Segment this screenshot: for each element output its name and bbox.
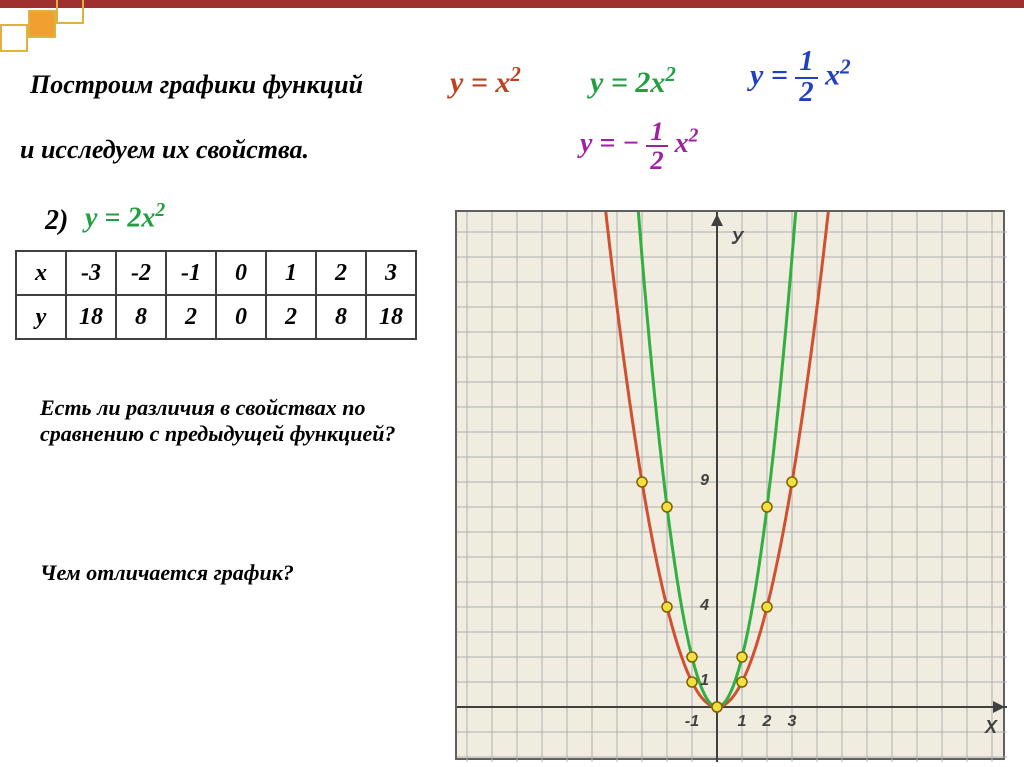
axis-tick-label: 9: [700, 472, 709, 490]
table-cell: у: [16, 295, 66, 339]
table-header-cell: -3: [66, 251, 116, 295]
question-1: Есть ли различия в свойствах по сравнени…: [40, 395, 400, 447]
table-header-cell: 3: [366, 251, 416, 295]
top-border: [0, 0, 1024, 8]
question-2: Чем отличается график?: [40, 560, 420, 586]
axis-tick-label: 2: [763, 713, 772, 731]
table-header-cell: 1: [266, 251, 316, 295]
subtitle: и исследуем их свойства.: [20, 135, 309, 165]
axis-tick-label: 3: [788, 713, 797, 731]
case-number: 2): [45, 205, 68, 237]
page-title: Построим графики функций: [30, 70, 363, 100]
formula-3: y = 12 x2: [750, 48, 851, 107]
table-cell: 0: [216, 295, 266, 339]
formula-4: y = − 12 x2: [580, 118, 698, 173]
axis-tick-label: 1: [738, 713, 747, 731]
chart-area: -1123149ХУ: [455, 210, 1005, 760]
axis-tick-label: У: [731, 228, 743, 249]
axis-tick-label: 1: [700, 672, 709, 690]
values-table: х-3-2-10123у188202818: [15, 250, 417, 340]
table-cell: 18: [366, 295, 416, 339]
axis-tick-label: -1: [685, 713, 699, 731]
table-header-cell: -2: [116, 251, 166, 295]
axis-tick-label: Х: [985, 717, 997, 738]
table-cell: 8: [316, 295, 366, 339]
formula-2: y = 2x2: [590, 62, 676, 100]
table-header-cell: 0: [216, 251, 266, 295]
decor-square-1: [28, 10, 56, 38]
table-cell: 2: [166, 295, 216, 339]
axis-tick-label: 4: [700, 597, 709, 615]
table-header-cell: х: [16, 251, 66, 295]
formula-1: y = x2: [450, 62, 521, 100]
decor-square-2: [56, 0, 84, 24]
table-cell: 2: [266, 295, 316, 339]
table-cell: 8: [116, 295, 166, 339]
table-cell: 18: [66, 295, 116, 339]
case-formula: y = 2x2: [85, 200, 165, 234]
table-header-cell: 2: [316, 251, 366, 295]
decor-square-3: [0, 24, 28, 52]
table-header-cell: -1: [166, 251, 216, 295]
